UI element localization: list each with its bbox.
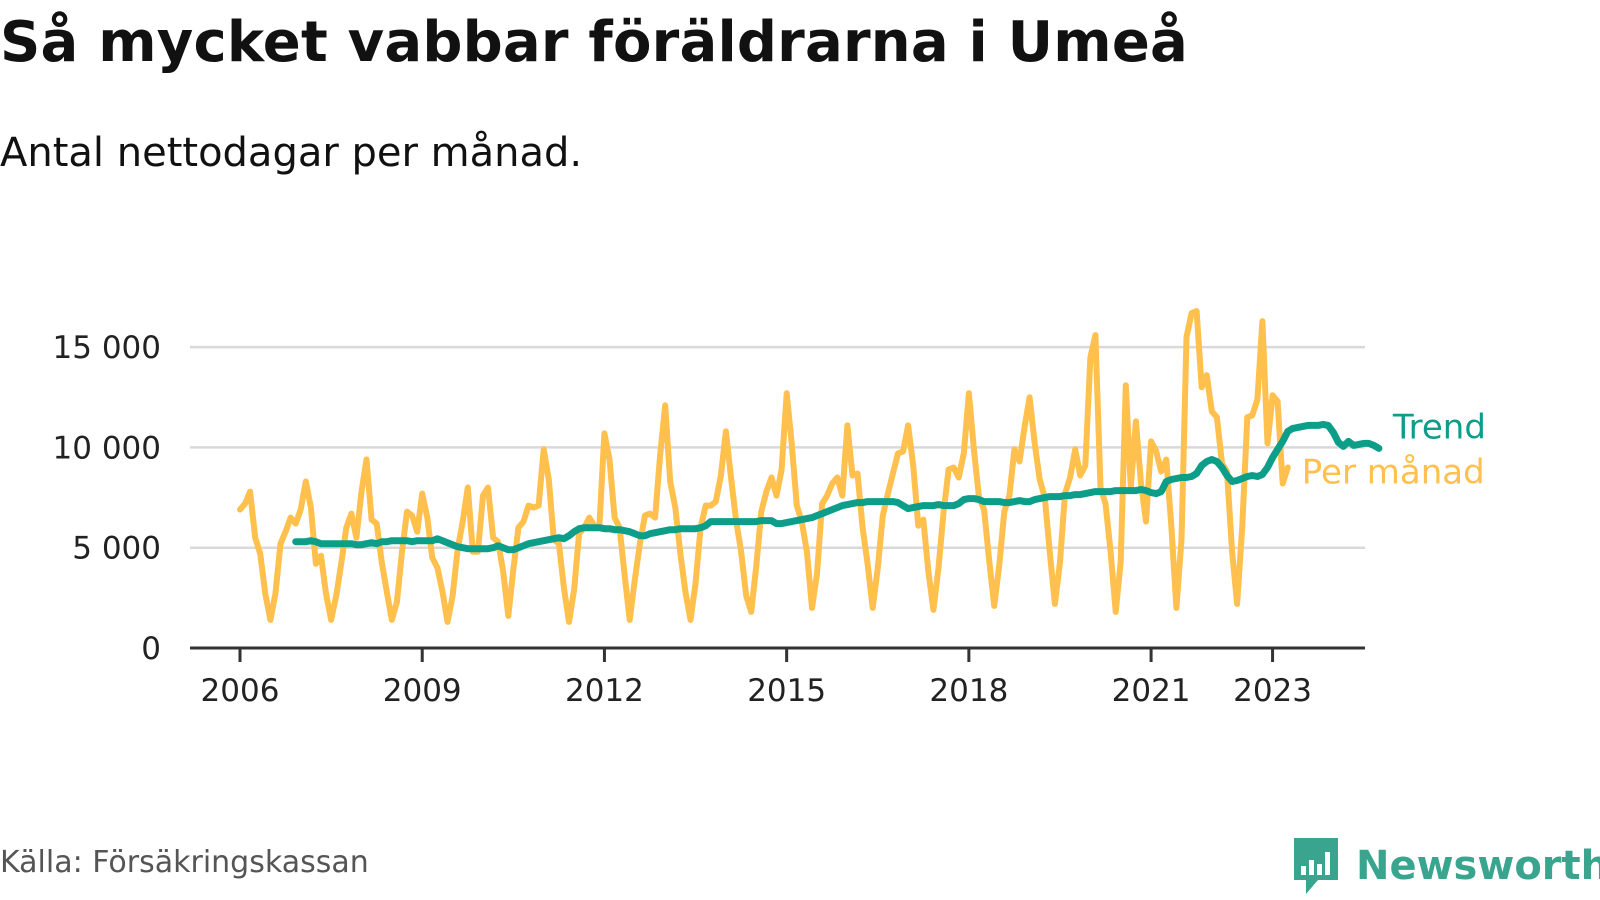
- chart-subtitle: Antal nettodagar per månad.: [0, 130, 583, 176]
- series-line-trend: [292, 420, 1383, 554]
- x-tick-label: 2018: [929, 673, 1008, 709]
- axes: 0 5 000 10 000 15 000 2006 2009 2012 2015 2018 20…: [53, 330, 1365, 709]
- source-note: Källa: Försäkringskassan: [0, 845, 369, 880]
- y-tick-label: 10 000: [53, 430, 161, 466]
- series-label-per-manad: Per månad: [1302, 452, 1485, 492]
- y-tick-label: 0: [141, 631, 161, 667]
- newsworthy-logo-icon: [1294, 838, 1338, 894]
- gridlines: [190, 345, 1365, 549]
- y-tick-label: 5 000: [72, 531, 161, 567]
- series-line-per-manad: [237, 308, 1291, 625]
- series-labels: Per månad Trend: [1302, 407, 1486, 492]
- x-tick-label: 2015: [747, 673, 826, 709]
- x-tick-label: 2012: [565, 673, 644, 709]
- chart-title: Så mycket vabbar föräldrarna i Umeå: [0, 10, 1189, 75]
- series-label-trend: Trend: [1392, 407, 1486, 447]
- series-lines: [237, 308, 1383, 625]
- brand-logo: Newsworthy: [1292, 836, 1600, 896]
- x-tick-label: 2006: [201, 673, 280, 709]
- x-tick-label: 2023: [1233, 673, 1312, 709]
- x-tick-label: 2009: [383, 673, 462, 709]
- brand-name: Newsworthy: [1356, 843, 1600, 889]
- x-tick-label: 2021: [1112, 673, 1191, 709]
- y-tick-label: 15 000: [53, 330, 161, 366]
